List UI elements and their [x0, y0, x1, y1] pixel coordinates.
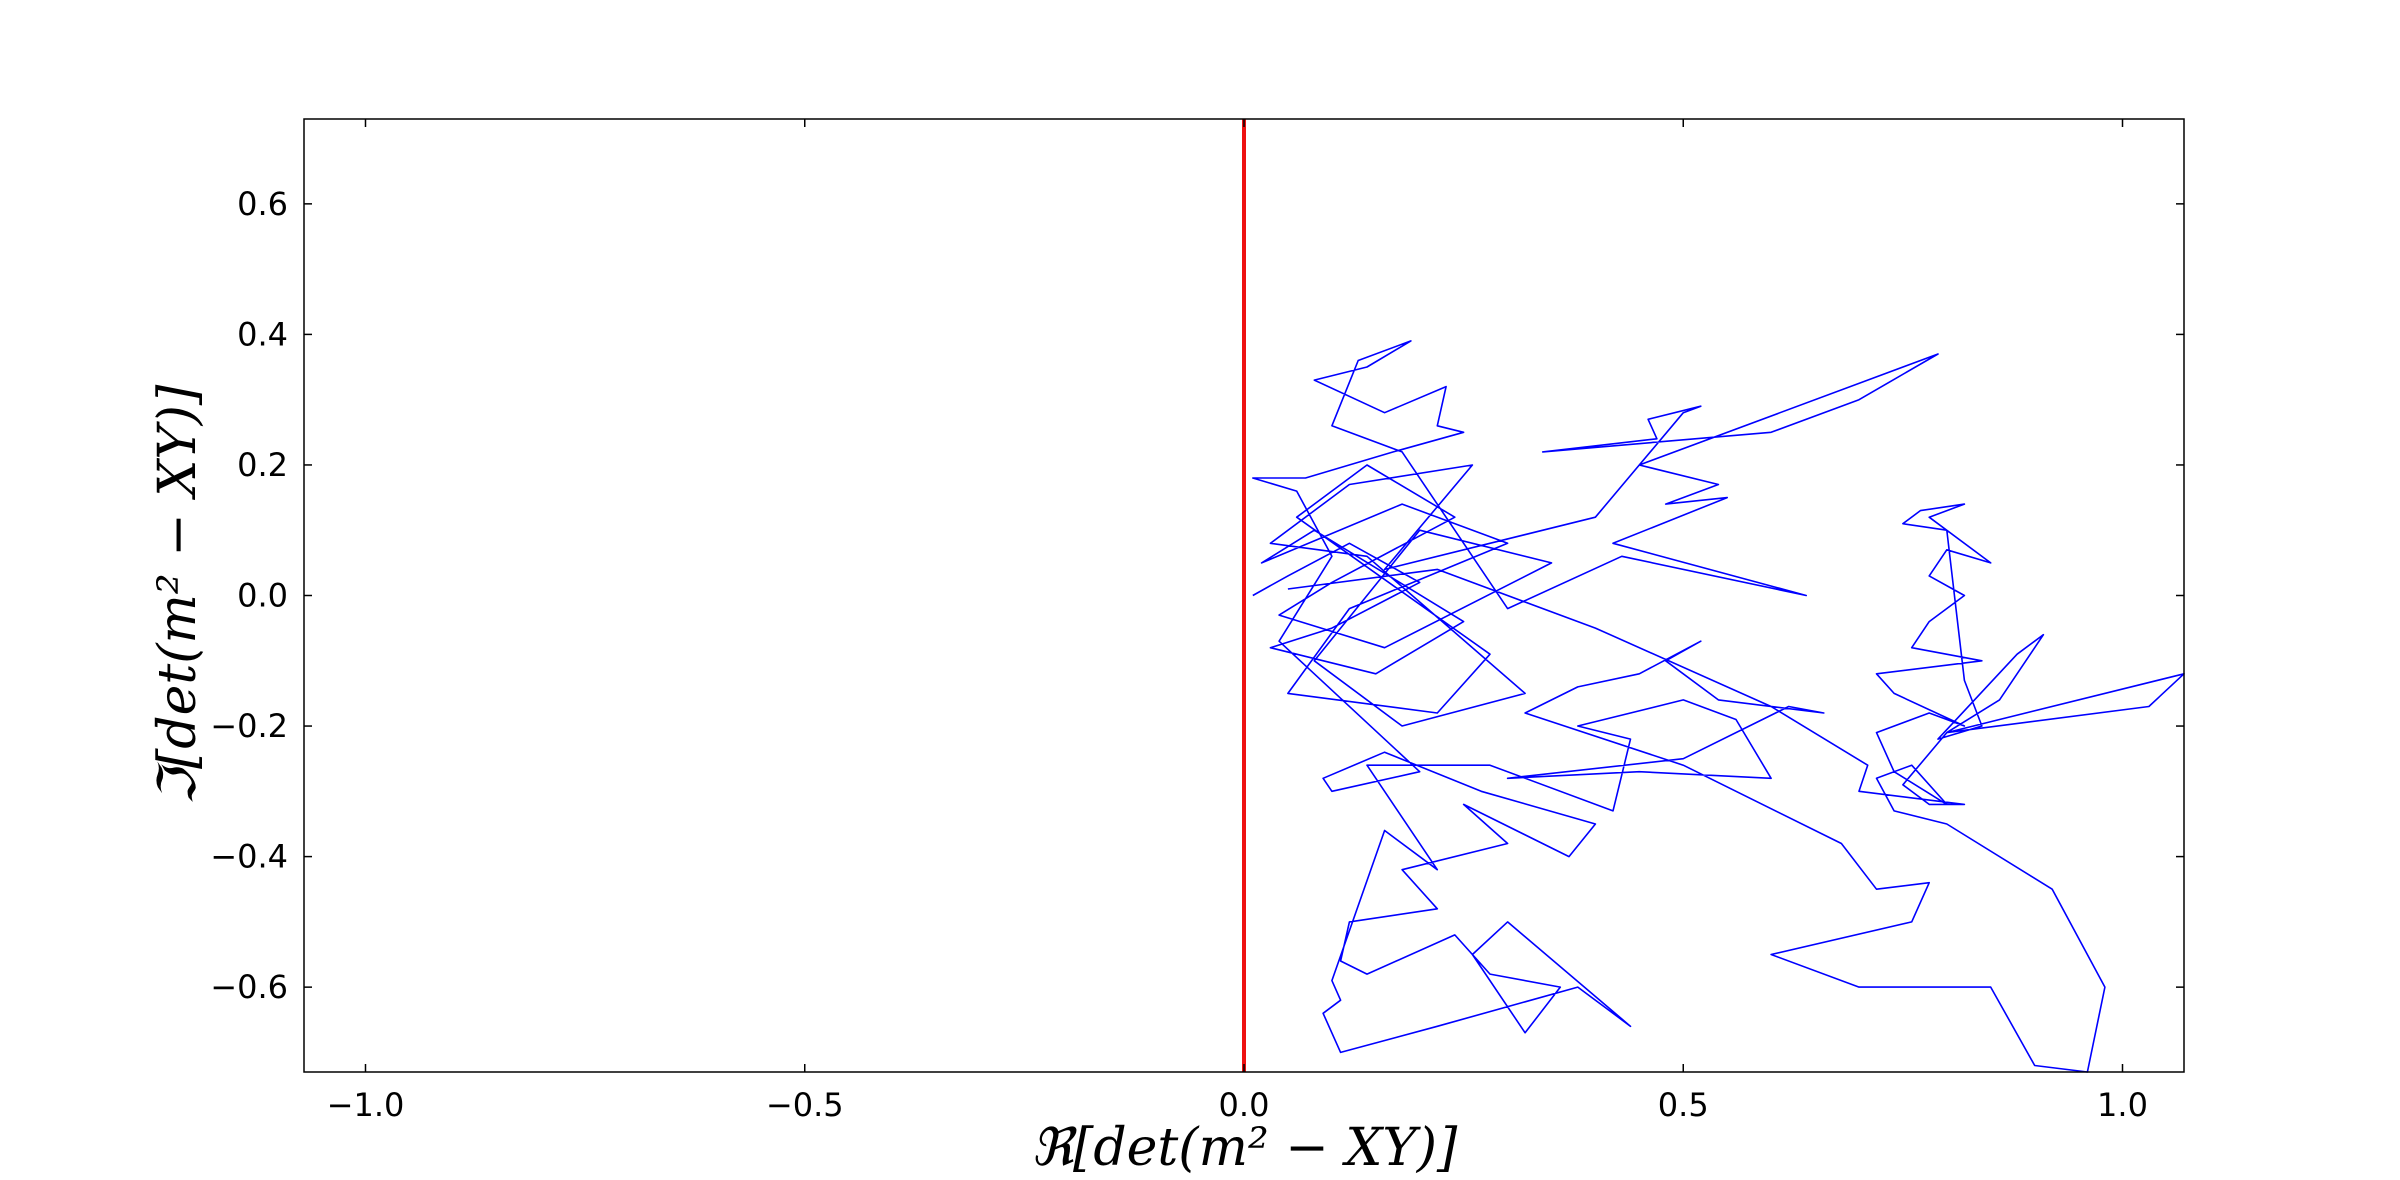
y-axis-label: ℑ[det(m² − XY)]	[148, 384, 208, 805]
ticks-layer: −1.0 −0.5 0.0 0.5 1.0 −0.6 −0.4 −0.2 0.0 0.2 0.4 0.…	[210, 119, 2184, 1124]
x-axis-label: ℜ[det(m² − XY)]	[1031, 1118, 1458, 1178]
data-layer	[1252, 340, 2185, 1073]
y-tick-label: −0.6	[210, 968, 288, 1006]
series-line-0	[1252, 340, 2185, 1073]
y-tick-label: 0.4	[237, 315, 288, 353]
x-tick-label: 0.0	[1219, 1086, 1270, 1124]
y-tick-label: 0.6	[237, 185, 288, 223]
y-tick-label: 0.0	[237, 577, 288, 615]
x-tick-label: −1.0	[327, 1086, 405, 1124]
x-tick-label: 0.5	[1658, 1086, 1709, 1124]
x-tick-label: −0.5	[766, 1086, 844, 1124]
y-tick-label: −0.2	[210, 707, 288, 745]
y-tick-label: −0.4	[210, 838, 288, 876]
y-tick-label: 0.2	[237, 446, 288, 484]
x-tick-label: 1.0	[2097, 1086, 2148, 1124]
